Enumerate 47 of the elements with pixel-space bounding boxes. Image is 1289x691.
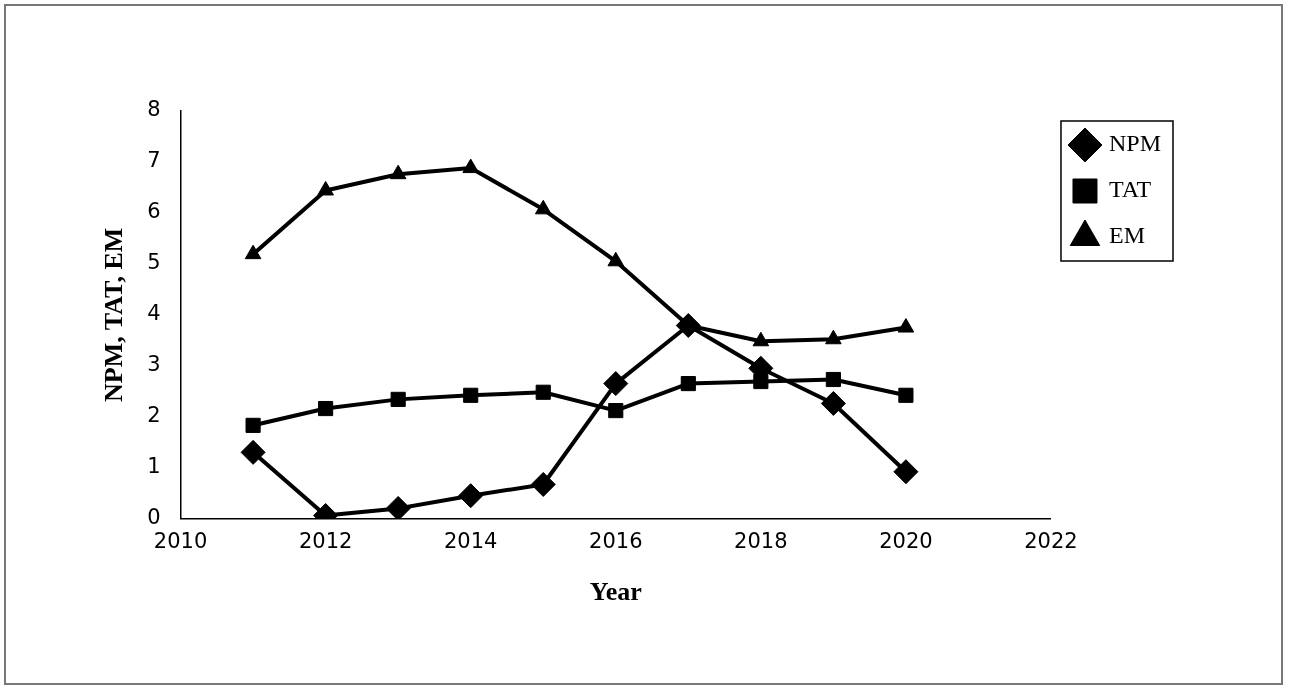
y-tick-label: 4 xyxy=(147,301,161,326)
point xyxy=(898,387,914,403)
y-axis-title: NPM, TAT, EM xyxy=(99,227,129,402)
y-tick-label: 5 xyxy=(147,250,161,275)
y-tick-label: 7 xyxy=(147,148,161,173)
y-tick-label: 2 xyxy=(147,403,161,428)
point xyxy=(458,483,484,509)
point xyxy=(608,403,624,419)
legend-label: TAT xyxy=(1108,176,1152,203)
x-tick-label: 2020 xyxy=(879,528,933,553)
point xyxy=(603,371,629,397)
legend-label: NPM xyxy=(1108,130,1162,157)
point xyxy=(825,371,841,388)
point xyxy=(389,164,407,180)
point xyxy=(893,459,919,485)
point xyxy=(534,199,552,215)
point xyxy=(317,180,334,196)
y-tick-label: 3 xyxy=(147,352,161,377)
point xyxy=(897,318,915,333)
point xyxy=(607,251,625,267)
x-tick-label: 2014 xyxy=(443,528,498,553)
y-tick-label: 0 xyxy=(147,505,161,530)
y-tick-label: 8 xyxy=(147,97,161,122)
point xyxy=(820,390,846,416)
y-tick-label: 6 xyxy=(147,199,161,224)
legend-label: EM xyxy=(1108,222,1145,249)
x-tick-label: 2022 xyxy=(1024,528,1078,553)
point xyxy=(318,400,334,417)
point xyxy=(825,329,842,345)
point xyxy=(244,244,262,260)
point xyxy=(675,313,701,338)
point xyxy=(535,384,551,400)
point xyxy=(462,158,479,174)
point xyxy=(240,439,266,465)
point xyxy=(245,417,261,433)
point xyxy=(752,331,770,347)
x-tick-label: 2016 xyxy=(589,528,643,553)
point xyxy=(680,376,696,392)
x-tick-label: 2010 xyxy=(153,528,208,553)
y-tick-label: 1 xyxy=(147,454,161,479)
point xyxy=(390,391,406,407)
x-axis-title: Year xyxy=(589,577,642,607)
x-tick-label: 2012 xyxy=(298,528,353,553)
point xyxy=(530,471,556,497)
x-tick-label: 2018 xyxy=(734,528,788,553)
point xyxy=(463,387,479,403)
point xyxy=(385,495,411,519)
